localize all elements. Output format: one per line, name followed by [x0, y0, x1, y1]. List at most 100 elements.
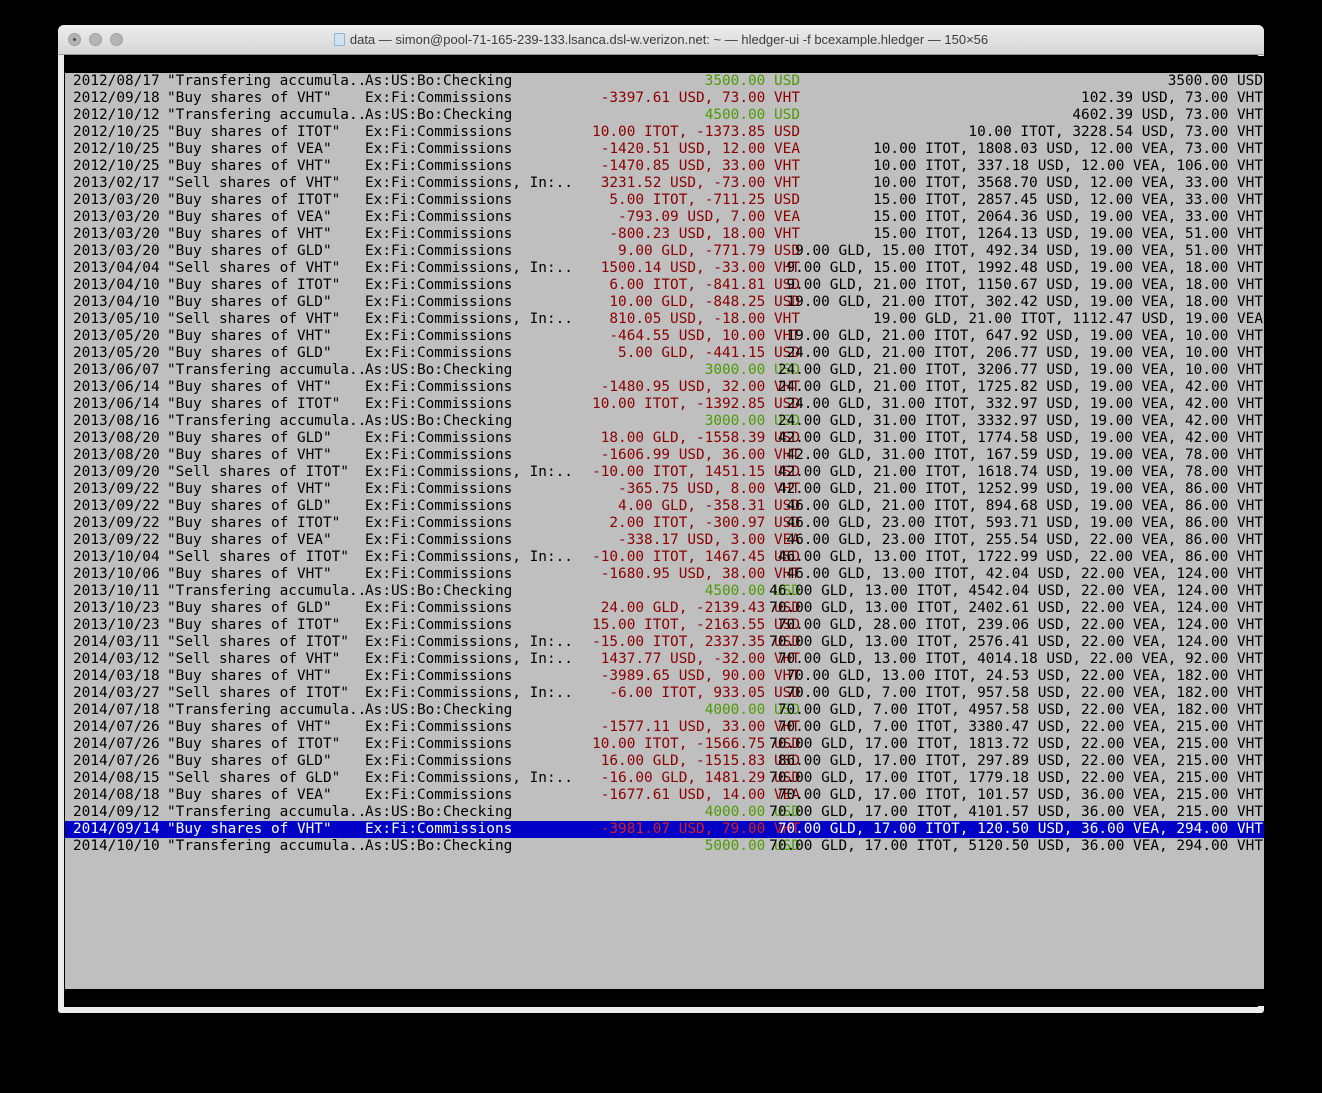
- row-account: Ex:Fi:Commissions, In:..: [365, 770, 573, 786]
- row-description: "Buy shares of GLD": [167, 498, 332, 514]
- row-account: Ex:Fi:Commissions: [365, 719, 513, 735]
- row-amount: -10.00 ITOT, 1467.45 USD: [592, 549, 800, 565]
- row-amount: 4.00 GLD, -358.31 USD: [618, 498, 800, 514]
- transaction-row[interactable]: 2013/06/07 "Transfering accumula.. As:US:B…: [65, 362, 1264, 379]
- transaction-row[interactable]: 2013/03/20 "Buy shares of GLD" Ex:Fi:Commi…: [65, 243, 1264, 260]
- row-amount: -10.00 ITOT, 1451.15 USD: [592, 464, 800, 480]
- transaction-row[interactable]: 2013/09/22 "Buy shares of VHT" Ex:Fi:Commi…: [65, 481, 1264, 498]
- row-account: Ex:Fi:Commissions: [365, 192, 513, 208]
- transaction-row[interactable]: 2014/09/14 "Buy shares of VHT" Ex:Fi:Commi…: [65, 821, 1264, 838]
- row-account: As:US:Bo:Checking: [365, 107, 513, 123]
- transaction-row[interactable]: 2012/10/12 "Transfering accumula.. As:US:B…: [65, 107, 1264, 124]
- transaction-row[interactable]: 2014/07/26 "Buy shares of GLD" Ex:Fi:Commi…: [65, 753, 1264, 770]
- row-description: "Sell shares of ITOT": [167, 549, 349, 565]
- zoom-button[interactable]: [110, 33, 123, 46]
- transaction-row[interactable]: 2014/03/18 "Buy shares of VHT" Ex:Fi:Commi…: [65, 668, 1264, 685]
- row-date: 2014/07/26: [73, 736, 160, 752]
- row-date: 2014/07/26: [73, 753, 160, 769]
- transaction-row[interactable]: 2013/10/23 "Buy shares of GLD" Ex:Fi:Commi…: [65, 600, 1264, 617]
- transaction-row[interactable]: 2013/03/20 "Buy shares of ITOT" Ex:Fi:Comm…: [65, 192, 1264, 209]
- row-account: Ex:Fi:Commissions: [365, 668, 513, 684]
- transaction-row[interactable]: 2013/02/17 "Sell shares of VHT" Ex:Fi:Comm…: [65, 175, 1264, 192]
- transaction-row[interactable]: 2013/10/04 "Sell shares of ITOT" Ex:Fi:Com…: [65, 549, 1264, 566]
- transaction-row[interactable]: 2012/09/18 "Buy shares of VHT" Ex:Fi:Commi…: [65, 90, 1264, 107]
- row-balance: 24.00 GLD, 31.00 ITOT, 332.97 USD, 19.00…: [786, 396, 1263, 412]
- transaction-row[interactable]: 2014/07/26 "Buy shares of ITOT" Ex:Fi:Comm…: [65, 736, 1264, 753]
- transaction-row[interactable]: 2014/07/18 "Transfering accumula.. As:US:B…: [65, 702, 1264, 719]
- row-balance: 42.00 GLD, 31.00 ITOT, 167.59 USD, 19.00…: [786, 447, 1263, 463]
- transaction-row[interactable]: 2013/04/04 "Sell shares of VHT" Ex:Fi:Comm…: [65, 260, 1264, 277]
- row-description: "Buy shares of VEA": [167, 532, 332, 548]
- transaction-row[interactable]: 2014/07/26 "Buy shares of VHT" Ex:Fi:Commi…: [65, 719, 1264, 736]
- row-date: 2014/03/11: [73, 634, 160, 650]
- window-controls[interactable]: [68, 33, 123, 46]
- row-amount: -464.55 USD, 10.00 VHT: [609, 328, 800, 344]
- row-account: Ex:Fi:Commissions: [365, 566, 513, 582]
- transaction-row[interactable]: 2012/10/25 "Buy shares of ITOT" Ex:Fi:Comm…: [65, 124, 1264, 141]
- transaction-row[interactable]: 2014/03/12 "Sell shares of VHT" Ex:Fi:Comm…: [65, 651, 1264, 668]
- row-date: 2013/06/07: [73, 362, 160, 378]
- row-date: 2013/03/20: [73, 192, 160, 208]
- row-account: Ex:Fi:Commissions: [365, 158, 513, 174]
- transaction-row[interactable]: 2013/06/14 "Buy shares of VHT" Ex:Fi:Commi…: [65, 379, 1264, 396]
- row-amount: 4500.00 USD: [704, 107, 800, 123]
- transaction-row[interactable]: 2014/09/12 "Transfering accumula.. As:US:B…: [65, 804, 1264, 821]
- transaction-row[interactable]: 2013/05/20 "Buy shares of VHT" Ex:Fi:Commi…: [65, 328, 1264, 345]
- row-amount: 10.00 ITOT, -1392.85 USD: [592, 396, 800, 412]
- row-description: "Buy shares of VEA": [167, 141, 332, 157]
- minimize-button[interactable]: [89, 33, 102, 46]
- close-button[interactable]: [68, 33, 81, 46]
- row-balance: 9.00 GLD, 21.00 ITOT, 1150.67 USD, 19.00…: [786, 277, 1263, 293]
- transaction-row[interactable]: 2013/04/10 "Buy shares of ITOT" Ex:Fi:Comm…: [65, 277, 1264, 294]
- transaction-row[interactable]: 2013/10/23 "Buy shares of ITOT" Ex:Fi:Comm…: [65, 617, 1264, 634]
- transaction-row[interactable]: 2013/09/20 "Sell shares of ITOT" Ex:Fi:Com…: [65, 464, 1264, 481]
- row-description: "Sell shares of VHT": [167, 175, 341, 191]
- row-date: 2012/09/18: [73, 90, 160, 106]
- transaction-row[interactable]: 2012/10/25 "Buy shares of VEA" Ex:Fi:Commi…: [65, 141, 1264, 158]
- transaction-row[interactable]: 2013/08/16 "Transfering accumula.. As:US:B…: [65, 413, 1264, 430]
- transaction-list[interactable]: 2012/08/17 "Transfering accumula.. As:US:B…: [65, 73, 1264, 855]
- row-date: 2014/07/18: [73, 702, 160, 718]
- row-description: "Sell shares of ITOT": [167, 634, 349, 650]
- row-date: 2013/08/20: [73, 430, 160, 446]
- transaction-row[interactable]: 2013/09/22 "Buy shares of ITOT" Ex:Fi:Comm…: [65, 515, 1264, 532]
- row-account: Ex:Fi:Commissions: [365, 430, 513, 446]
- transaction-row[interactable]: 2012/08/17 "Transfering accumula.. As:US:B…: [65, 73, 1264, 90]
- transaction-row[interactable]: 2013/04/10 "Buy shares of GLD" Ex:Fi:Commi…: [65, 294, 1264, 311]
- row-account: Ex:Fi:Commissions: [365, 736, 513, 752]
- row-date: 2013/05/20: [73, 328, 160, 344]
- transaction-row[interactable]: 2014/08/18 "Buy shares of VEA" Ex:Fi:Commi…: [65, 787, 1264, 804]
- transaction-row[interactable]: 2013/06/14 "Buy shares of ITOT" Ex:Fi:Comm…: [65, 396, 1264, 413]
- transaction-row[interactable]: 2013/09/22 "Buy shares of VEA" Ex:Fi:Commi…: [65, 532, 1264, 549]
- row-amount: 1500.14 USD, -33.00 VHT: [600, 260, 800, 276]
- row-balance: 9.00 GLD, 15.00 ITOT, 1992.48 USD, 19.00…: [786, 260, 1263, 276]
- transaction-row[interactable]: 2014/03/11 "Sell shares of ITOT" Ex:Fi:Com…: [65, 634, 1264, 651]
- row-date: 2012/10/25: [73, 141, 160, 157]
- terminal-canvas: ———————————————————————————————————— Ass…: [64, 55, 1264, 1007]
- row-description: "Buy shares of ITOT": [167, 515, 341, 531]
- transaction-row[interactable]: 2013/08/20 "Buy shares of VHT" Ex:Fi:Commi…: [65, 447, 1264, 464]
- row-account: As:US:Bo:Checking: [365, 413, 513, 429]
- row-amount: 2.00 ITOT, -300.97 USD: [609, 515, 800, 531]
- row-balance: 42.00 GLD, 31.00 ITOT, 1774.58 USD, 19.0…: [777, 430, 1263, 446]
- row-amount: 810.05 USD, -18.00 VHT: [609, 311, 800, 327]
- row-account: Ex:Fi:Commissions, In:..: [365, 634, 573, 650]
- transaction-row[interactable]: 2013/08/20 "Buy shares of GLD" Ex:Fi:Commi…: [65, 430, 1264, 447]
- transaction-row[interactable]: 2013/10/11 "Transfering accumula.. As:US:B…: [65, 583, 1264, 600]
- row-description: "Buy shares of ITOT": [167, 736, 341, 752]
- transaction-row[interactable]: 2013/05/20 "Buy shares of GLD" Ex:Fi:Commi…: [65, 345, 1264, 362]
- transaction-row[interactable]: 2014/03/27 "Sell shares of ITOT" Ex:Fi:Com…: [65, 685, 1264, 702]
- transaction-row[interactable]: 2014/08/15 "Sell shares of GLD" Ex:Fi:Comm…: [65, 770, 1264, 787]
- transaction-row[interactable]: 2013/03/20 "Buy shares of VHT" Ex:Fi:Commi…: [65, 226, 1264, 243]
- row-amount: 4500.00 USD: [704, 583, 800, 599]
- row-date: 2013/08/20: [73, 447, 160, 463]
- transaction-row[interactable]: 2013/10/06 "Buy shares of VHT" Ex:Fi:Commi…: [65, 566, 1264, 583]
- transaction-row[interactable]: 2012/10/25 "Buy shares of VHT" Ex:Fi:Commi…: [65, 158, 1264, 175]
- transaction-row[interactable]: 2013/03/20 "Buy shares of VEA" Ex:Fi:Commi…: [65, 209, 1264, 226]
- row-description: "Buy shares of VHT": [167, 821, 332, 837]
- transaction-row[interactable]: 2014/10/10 "Transfering accumula.. As:US:B…: [65, 838, 1264, 855]
- window-titlebar[interactable]: data — simon@pool-71-165-239-133.lsanca.…: [58, 25, 1264, 55]
- row-balance: 15.00 ITOT, 1264.13 USD, 19.00 VEA, 51.0…: [873, 226, 1263, 242]
- transaction-row[interactable]: 2013/05/10 "Sell shares of VHT" Ex:Fi:Comm…: [65, 311, 1264, 328]
- transaction-row[interactable]: 2013/09/22 "Buy shares of GLD" Ex:Fi:Commi…: [65, 498, 1264, 515]
